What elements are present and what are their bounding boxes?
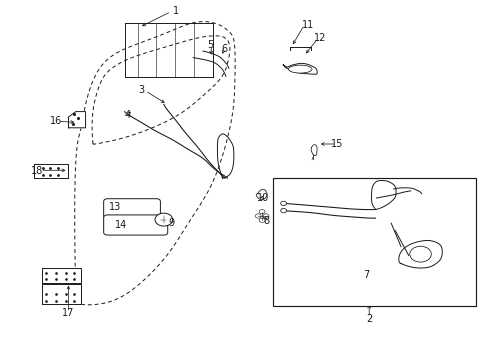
Text: 10: 10 — [256, 193, 269, 203]
Ellipse shape — [288, 65, 311, 73]
Circle shape — [259, 210, 264, 214]
Circle shape — [155, 213, 172, 226]
Circle shape — [409, 246, 430, 262]
Polygon shape — [41, 268, 81, 283]
Text: 7: 7 — [363, 270, 369, 280]
Polygon shape — [68, 112, 85, 128]
FancyBboxPatch shape — [103, 199, 160, 219]
Text: 16: 16 — [50, 116, 62, 126]
Text: 1: 1 — [173, 6, 179, 16]
Polygon shape — [34, 164, 68, 178]
Text: 9: 9 — [168, 218, 174, 228]
Circle shape — [255, 214, 261, 218]
Text: 14: 14 — [115, 220, 127, 230]
Text: 4: 4 — [124, 110, 130, 120]
Text: 11: 11 — [301, 20, 314, 30]
Text: 17: 17 — [62, 308, 75, 318]
Polygon shape — [41, 284, 81, 304]
FancyBboxPatch shape — [103, 215, 167, 235]
Circle shape — [263, 214, 268, 218]
Text: 13: 13 — [108, 202, 121, 212]
Circle shape — [280, 201, 286, 206]
Circle shape — [259, 218, 264, 222]
Text: 3: 3 — [139, 85, 144, 95]
Text: 6: 6 — [221, 44, 226, 54]
Text: 8: 8 — [263, 216, 269, 226]
Circle shape — [280, 208, 286, 213]
Text: 2: 2 — [366, 314, 371, 324]
Text: 18: 18 — [30, 166, 43, 176]
Text: 12: 12 — [313, 33, 326, 43]
Text: 5: 5 — [207, 40, 213, 50]
Text: 15: 15 — [330, 139, 343, 149]
Bar — [272, 178, 475, 306]
